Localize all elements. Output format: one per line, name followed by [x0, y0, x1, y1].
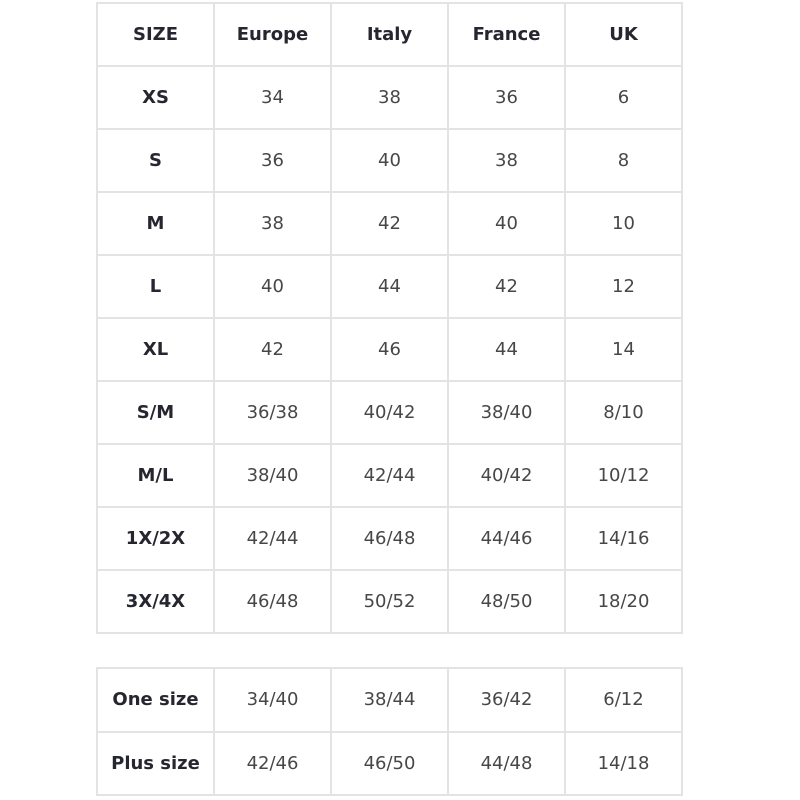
column-header: UK: [564, 2, 683, 67]
size-value-cell: 40/42: [447, 443, 566, 508]
size-value-cell: 14: [564, 317, 683, 382]
size-value-cell: 36: [213, 128, 332, 193]
size-value-cell: 40: [213, 254, 332, 319]
size-value-cell: 38: [330, 65, 449, 130]
size-value-cell: 46/48: [330, 506, 449, 571]
size-value-cell: 10/12: [564, 443, 683, 508]
size-value-cell: 42: [330, 191, 449, 256]
table-row: M/L 38/40 42/44 40/42 10/12: [96, 443, 683, 508]
size-value-cell: 40: [330, 128, 449, 193]
table-row: S/M 36/38 40/42 38/40 8/10: [96, 380, 683, 445]
table-row: L 40 44 42 12: [96, 254, 683, 319]
table-row: Plus size 42/46 46/50 44/48 14/18: [96, 730, 683, 796]
table-row: 1X/2X 42/44 46/48 44/46 14/16: [96, 506, 683, 571]
size-value-cell: 38: [447, 128, 566, 193]
size-value-cell: 44/46: [447, 506, 566, 571]
size-value-cell: 38/44: [330, 667, 449, 733]
table-row: One size 34/40 38/44 36/42 6/12: [96, 667, 683, 733]
size-value-cell: 42/44: [330, 443, 449, 508]
size-value-cell: 40: [447, 191, 566, 256]
size-label-cell: M/L: [96, 443, 215, 508]
size-value-cell: 8/10: [564, 380, 683, 445]
size-value-cell: 36/42: [447, 667, 566, 733]
size-value-cell: 42/44: [213, 506, 332, 571]
size-value-cell: 36: [447, 65, 566, 130]
size-label-cell: M: [96, 191, 215, 256]
size-value-cell: 42: [213, 317, 332, 382]
size-value-cell: 34: [213, 65, 332, 130]
size-value-cell: 6: [564, 65, 683, 130]
size-value-cell: 12: [564, 254, 683, 319]
size-label-cell: L: [96, 254, 215, 319]
size-label-cell: Plus size: [96, 730, 215, 796]
size-label-cell: S: [96, 128, 215, 193]
size-value-cell: 6/12: [564, 667, 683, 733]
column-header: France: [447, 2, 566, 67]
size-value-cell: 38: [213, 191, 332, 256]
table-row: XS 34 38 36 6: [96, 65, 683, 130]
size-value-cell: 14/18: [564, 730, 683, 796]
size-value-cell: 44: [330, 254, 449, 319]
size-value-cell: 18/20: [564, 569, 683, 634]
size-value-cell: 48/50: [447, 569, 566, 634]
size-value-cell: 46/50: [330, 730, 449, 796]
column-header: SIZE: [96, 2, 215, 67]
size-label-cell: 1X/2X: [96, 506, 215, 571]
size-value-cell: 40/42: [330, 380, 449, 445]
size-value-cell: 42: [447, 254, 566, 319]
size-label-cell: S/M: [96, 380, 215, 445]
table-row: S 36 40 38 8: [96, 128, 683, 193]
size-value-cell: 46/48: [213, 569, 332, 634]
size-value-cell: 46: [330, 317, 449, 382]
header-row: SIZE Europe Italy France UK: [96, 2, 683, 67]
size-value-cell: 38/40: [447, 380, 566, 445]
size-value-cell: 44: [447, 317, 566, 382]
size-value-cell: 38/40: [213, 443, 332, 508]
size-label-cell: XS: [96, 65, 215, 130]
size-label-cell: 3X/4X: [96, 569, 215, 634]
size-value-cell: 10: [564, 191, 683, 256]
table-row: XL 42 46 44 14: [96, 317, 683, 382]
column-header: Europe: [213, 2, 332, 67]
size-conversion-table: SIZE Europe Italy France UK XS 34 38 36 6 S 36 40 38 8…: [96, 2, 683, 634]
size-value-cell: 8: [564, 128, 683, 193]
table-row: 3X/4X 46/48 50/52 48/50 18/20: [96, 569, 683, 634]
size-value-cell: 36/38: [213, 380, 332, 445]
size-value-cell: 34/40: [213, 667, 332, 733]
size-value-cell: 14/16: [564, 506, 683, 571]
one-plus-size-table: One size 34/40 38/44 36/42 6/12 Plus size 42/4…: [96, 667, 683, 796]
size-label-cell: XL: [96, 317, 215, 382]
column-header: Italy: [330, 2, 449, 67]
size-value-cell: 50/52: [330, 569, 449, 634]
size-value-cell: 42/46: [213, 730, 332, 796]
size-value-cell: 44/48: [447, 730, 566, 796]
table-row: M 38 42 40 10: [96, 191, 683, 256]
size-label-cell: One size: [96, 667, 215, 733]
